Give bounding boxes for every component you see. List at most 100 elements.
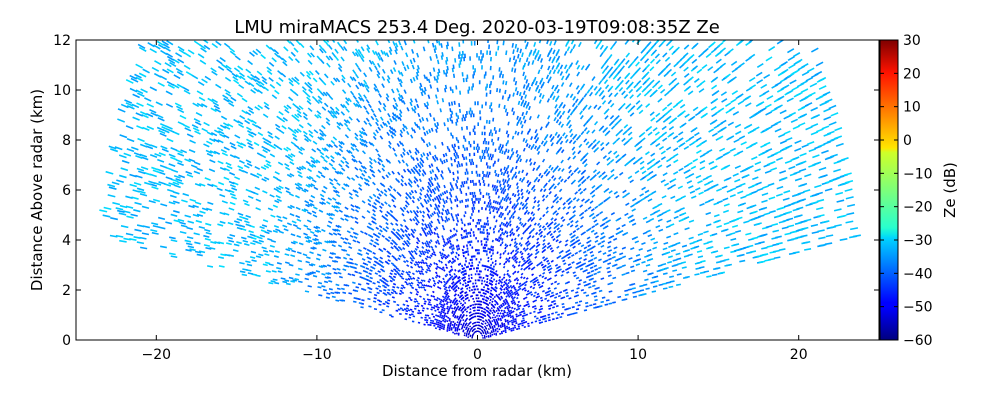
radar-gate bbox=[571, 102, 576, 108]
radar-gate bbox=[513, 307, 516, 310]
radar-gate bbox=[697, 232, 704, 236]
radar-gate bbox=[533, 283, 537, 287]
radar-gate bbox=[558, 175, 562, 180]
radar-gate bbox=[606, 266, 611, 270]
radar-gate bbox=[449, 304, 453, 307]
radar-gate bbox=[474, 279, 477, 282]
radar-gate bbox=[479, 197, 481, 201]
radar-gate bbox=[330, 240, 335, 244]
radar-gate bbox=[405, 192, 409, 196]
radar-gate bbox=[315, 257, 321, 261]
radar-gate bbox=[526, 265, 530, 268]
radar-gate bbox=[407, 270, 412, 274]
radar-gate bbox=[306, 227, 312, 231]
radar-gate bbox=[514, 320, 517, 323]
radar-gate bbox=[501, 150, 504, 155]
radar-gate bbox=[528, 115, 532, 121]
radar-gate bbox=[516, 47, 519, 53]
radar-gate bbox=[533, 310, 536, 313]
radar-gate bbox=[549, 133, 553, 139]
radar-gate bbox=[467, 333, 470, 336]
radar-gate bbox=[586, 236, 591, 240]
radar-gate bbox=[233, 243, 240, 247]
radar-gate bbox=[631, 287, 636, 290]
radar-gate bbox=[431, 42, 435, 48]
radar-gate bbox=[473, 152, 476, 157]
radar-gate bbox=[323, 158, 328, 163]
radar-gate bbox=[448, 102, 451, 107]
radar-gate bbox=[733, 243, 740, 247]
radar-gate bbox=[425, 248, 429, 252]
radar-gate bbox=[472, 291, 475, 294]
radar-gate bbox=[636, 258, 642, 262]
radar-gate bbox=[683, 145, 690, 150]
radar-gate bbox=[330, 139, 336, 145]
radar-gate bbox=[437, 220, 441, 225]
radar-gate bbox=[577, 150, 582, 155]
radar-gate bbox=[313, 226, 318, 230]
radar-gate bbox=[543, 264, 547, 268]
radar-gate bbox=[483, 243, 486, 247]
radar-gate bbox=[519, 284, 523, 288]
radar-gate bbox=[298, 105, 304, 110]
radar-gate bbox=[745, 232, 752, 236]
radar-gate bbox=[394, 45, 398, 52]
radar-gate bbox=[477, 324, 480, 327]
radar-gate bbox=[478, 56, 480, 61]
radar-gate bbox=[350, 207, 355, 212]
radar-gate bbox=[450, 265, 453, 269]
radar-gate bbox=[567, 205, 571, 210]
radar-gate bbox=[242, 199, 249, 203]
radar-gate bbox=[248, 109, 255, 115]
radar-gate bbox=[608, 249, 613, 253]
radar-gate bbox=[526, 256, 530, 260]
radar-gate bbox=[630, 218, 636, 222]
radar-gate bbox=[496, 179, 499, 183]
radar-gate bbox=[640, 197, 646, 201]
radar-gate bbox=[600, 146, 605, 152]
radar-gate bbox=[583, 258, 587, 262]
radar-gate bbox=[620, 58, 626, 64]
radar-gate bbox=[436, 319, 439, 322]
radar-gate bbox=[407, 233, 411, 237]
radar-gate bbox=[491, 132, 494, 137]
radar-gate bbox=[432, 67, 436, 72]
radar-gate bbox=[461, 50, 464, 56]
radar-gate bbox=[491, 311, 494, 315]
radar-gate bbox=[294, 80, 300, 85]
radar-gate bbox=[489, 199, 491, 203]
radar-gate bbox=[365, 267, 370, 270]
radar-gate bbox=[381, 215, 385, 219]
radar-gate bbox=[505, 305, 509, 309]
radar-gate bbox=[528, 144, 531, 149]
radar-gate bbox=[397, 70, 402, 75]
radar-gate bbox=[658, 134, 664, 139]
radar-gate bbox=[417, 281, 421, 285]
radar-gate bbox=[480, 243, 483, 246]
radar-gate bbox=[468, 289, 471, 292]
radar-gate bbox=[262, 249, 269, 253]
radar-gate bbox=[541, 315, 545, 318]
radar-gate bbox=[463, 229, 466, 233]
radar-gate bbox=[532, 300, 536, 303]
radar-gate bbox=[586, 63, 591, 69]
radar-gate bbox=[354, 73, 360, 79]
radar-gate bbox=[415, 241, 419, 245]
radar-gate bbox=[543, 244, 547, 249]
radar-gate bbox=[275, 194, 281, 199]
radar-gate bbox=[490, 289, 493, 292]
radar-gate bbox=[488, 279, 492, 282]
radar-gate bbox=[408, 296, 412, 300]
radar-gate bbox=[443, 314, 446, 317]
radar-gate bbox=[548, 319, 551, 322]
radar-gate bbox=[610, 102, 615, 108]
radar-gate bbox=[598, 289, 603, 293]
radar-gate bbox=[607, 270, 611, 274]
radar-gate bbox=[680, 261, 687, 264]
radar-gate bbox=[461, 126, 463, 131]
radar-gate bbox=[487, 153, 490, 157]
radar-gate bbox=[751, 236, 759, 240]
radar-gate bbox=[457, 244, 460, 248]
radar-gate bbox=[441, 314, 444, 318]
radar-gate bbox=[247, 272, 254, 275]
